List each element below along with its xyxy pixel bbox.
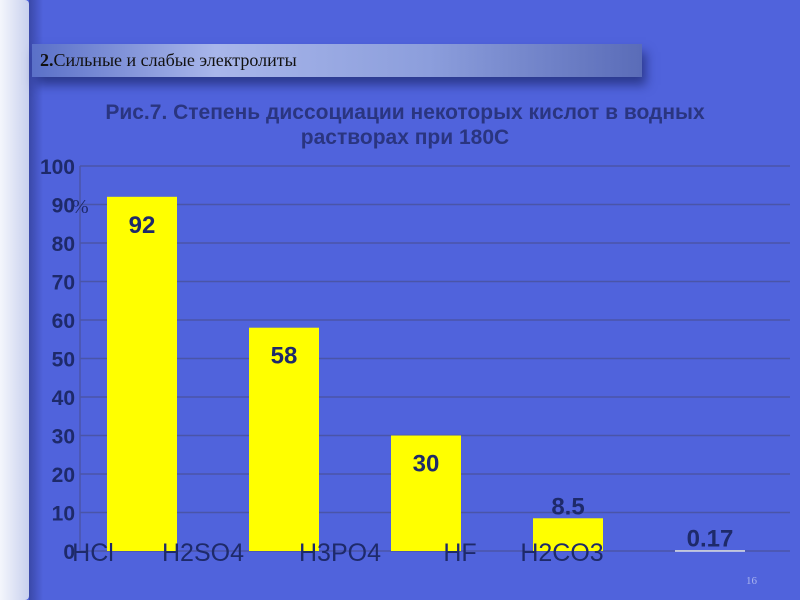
y-tick-label: 100 [40, 156, 75, 179]
slide-header: 2.Сильные и слабые электролиты [32, 44, 642, 77]
bar [391, 435, 461, 551]
data-label: 30 [413, 451, 440, 478]
data-label: 92 [129, 212, 156, 239]
x-tick-label: H2CO3 [520, 539, 603, 567]
bar [249, 327, 319, 551]
y-axis-label: % [72, 196, 89, 218]
slide-left-shadow [29, 0, 43, 600]
y-tick-label: 40 [52, 387, 75, 410]
page-number: 16 [746, 575, 757, 587]
data-label: 0.17 [687, 525, 734, 552]
bar [107, 196, 177, 552]
y-tick-label: 70 [52, 272, 75, 295]
slide-left-panel [0, 0, 29, 600]
y-tick-label: 90 [52, 195, 75, 218]
x-tick-label: HCl [72, 539, 114, 567]
x-tick-label: H3PO4 [299, 539, 381, 567]
chart-title: Рис.7. Степень диссоциации некоторых кис… [105, 101, 705, 149]
y-tick-label: 60 [52, 310, 75, 333]
data-label: 58 [271, 343, 298, 370]
y-tick-label: 10 [52, 503, 75, 526]
y-tick-label: 80 [52, 233, 75, 256]
y-tick-label: 0 [63, 541, 75, 564]
y-tick-label: 50 [52, 349, 75, 372]
data-label: 8.5 [551, 493, 584, 520]
bar [533, 518, 603, 551]
x-tick-label: HF [443, 539, 476, 567]
header-text: 2.Сильные и слабые электролиты [40, 50, 297, 70]
y-tick-label: 20 [52, 464, 75, 487]
y-tick-label: 30 [52, 426, 75, 449]
x-tick-label: H2SO4 [162, 539, 244, 567]
